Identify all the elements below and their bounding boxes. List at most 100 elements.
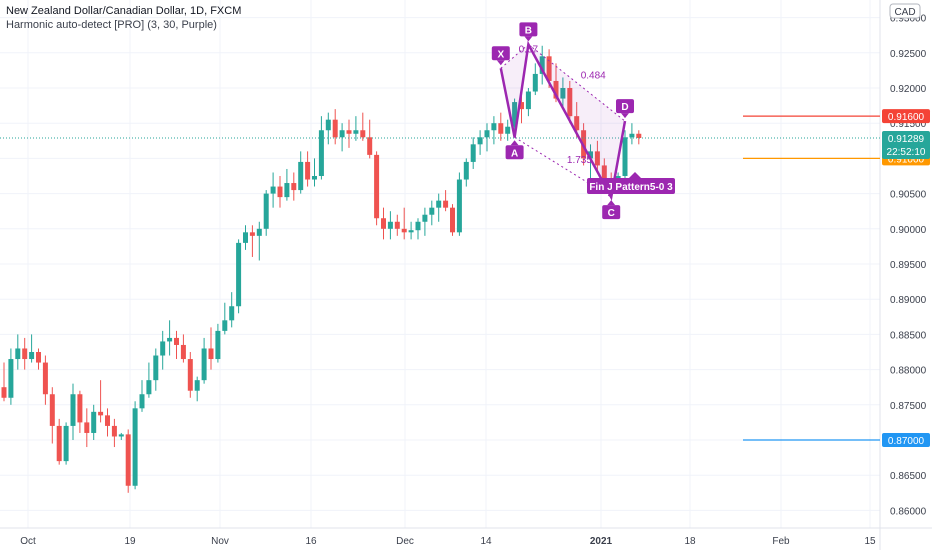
pattern-ratio-label: 1.735 [567, 155, 592, 166]
candle-body [84, 422, 90, 433]
pattern-point-label: X [497, 49, 504, 60]
candle-body [463, 161, 469, 180]
price-level-tag [882, 433, 930, 447]
candle-body [498, 123, 504, 134]
x-tick-label: 19 [124, 536, 136, 547]
y-tick-label: 0.90000 [890, 225, 927, 236]
candle-body [622, 137, 628, 176]
pattern-fill-xab [500, 44, 529, 138]
pattern-name-pointer [629, 172, 641, 178]
price-level-tag-text: 0.87000 [888, 436, 925, 447]
candle-body [222, 320, 228, 331]
candle-body [15, 348, 21, 360]
y-tick-label: 0.88000 [890, 366, 927, 377]
y-tick-label: 0.89500 [890, 260, 927, 271]
pattern-point-label: D [621, 102, 628, 113]
candle-body [8, 359, 14, 398]
indicator-title[interactable]: Harmonic auto-detect [PRO] (3, 30, Purpl… [6, 19, 217, 31]
candle-body [574, 116, 580, 131]
candle-body [484, 130, 490, 138]
candle-body [36, 352, 41, 363]
currency-label: CAD [894, 7, 915, 18]
candle-body [146, 380, 152, 395]
candle-body [367, 137, 373, 155]
candle-body [560, 88, 566, 99]
candle-body [512, 102, 518, 127]
candle-body [139, 394, 145, 409]
pattern-fill-bcd [528, 44, 625, 198]
pattern-name-callout [587, 178, 675, 194]
candle-body [284, 183, 290, 198]
pattern-point-label: A [511, 148, 518, 159]
candle-body [125, 434, 131, 486]
y-tick-label: 0.88500 [890, 330, 927, 341]
candle-body [346, 130, 352, 134]
candle-body [42, 362, 48, 395]
candle-body [387, 221, 393, 229]
x-tick-label: 15 [864, 536, 876, 547]
candle-body [546, 56, 552, 81]
candle-body [339, 130, 345, 138]
candle-body [325, 119, 331, 131]
candle-body [187, 359, 193, 391]
symbol-title[interactable]: New Zealand Dollar/Canadian Dollar, 1D, … [6, 5, 242, 17]
pattern-ratio-label: 0.484 [581, 71, 606, 82]
candle-body [360, 130, 366, 138]
pattern-point-label: C [608, 208, 615, 219]
candle-body [56, 425, 62, 462]
candle-body [70, 394, 76, 426]
pattern-point-marker [491, 46, 510, 61]
candle-body [353, 130, 359, 134]
candle-body [429, 207, 435, 215]
candle-body [374, 154, 380, 219]
pattern-point-marker [602, 205, 621, 220]
y-tick-label: 0.91500 [890, 119, 927, 130]
candle-body [270, 186, 276, 194]
y-tick-label: 0.90500 [890, 190, 927, 201]
pattern-ratio-line [514, 136, 612, 198]
pattern-point-marker [505, 145, 524, 160]
price-level-tag-text: 0.91600 [888, 112, 925, 123]
candle-body [470, 144, 476, 162]
pattern-point-marker [519, 22, 538, 37]
pattern-point-pointer [524, 36, 533, 42]
chart-legend: New Zealand Dollar/Canadian Dollar, 1D, … [6, 4, 241, 32]
candle-body [105, 415, 110, 426]
pattern-point-marker [616, 99, 634, 114]
candle-body [629, 133, 635, 138]
candle-body [588, 151, 593, 159]
x-tick-label: 14 [480, 536, 492, 547]
candle-body [305, 161, 311, 180]
x-tick-label: 18 [684, 536, 696, 547]
pattern-name-label: Fin J Pattern5-0 3 [589, 182, 673, 193]
candle-body [298, 161, 304, 191]
candle-body [194, 380, 200, 391]
candle-body [394, 221, 400, 229]
pattern-ratio-line [500, 43, 529, 69]
last-price-value: 0.91289 [888, 134, 925, 145]
candle-body [160, 341, 166, 356]
candle-body [277, 186, 283, 198]
candle-body [408, 230, 414, 233]
candle-body [215, 330, 221, 360]
candle-body [180, 344, 186, 360]
pattern-point-label: B [525, 25, 532, 36]
candle-body [22, 348, 28, 360]
candle-body [249, 232, 255, 236]
candle-body [63, 425, 69, 462]
pattern-ratio-line [528, 43, 626, 122]
candle-body [567, 88, 573, 117]
candle-body [77, 394, 83, 423]
x-tick-label: Feb [772, 536, 790, 547]
candle-body [491, 123, 497, 131]
candle-body [401, 228, 407, 233]
candle-body [443, 200, 449, 208]
candle-body [436, 200, 442, 208]
x-tick-label: 2021 [590, 536, 613, 547]
candle-body [256, 228, 262, 236]
candles [1, 45, 642, 493]
currency-badge [889, 3, 921, 19]
candle-body [456, 179, 462, 233]
candle-body [312, 176, 317, 180]
